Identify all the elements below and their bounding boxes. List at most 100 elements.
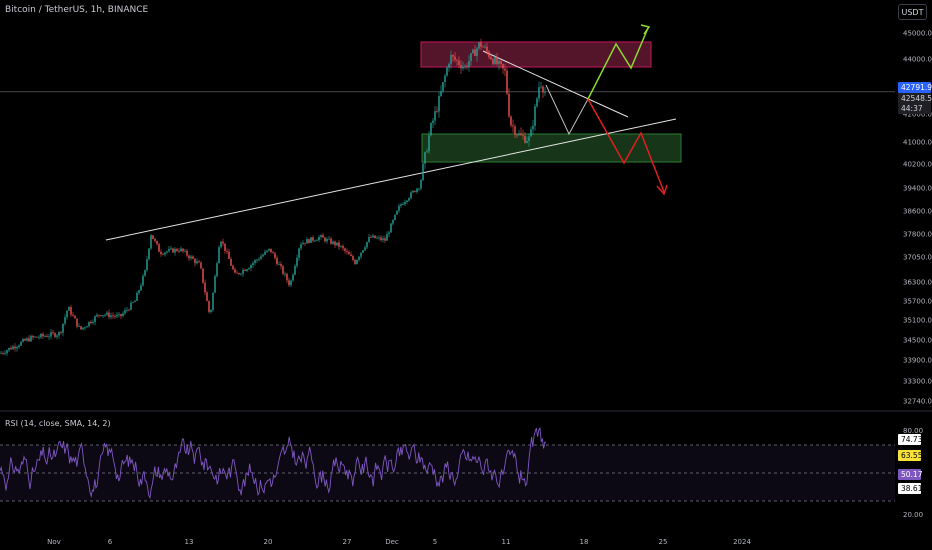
candle-body	[152, 235, 154, 239]
candle	[196, 258, 198, 265]
candle-body	[314, 240, 316, 242]
candle	[350, 251, 352, 257]
candle	[484, 43, 486, 49]
candle	[294, 264, 296, 276]
candle	[540, 81, 542, 90]
candle-body	[310, 237, 312, 243]
candle-body	[98, 314, 100, 316]
candle	[18, 344, 20, 349]
bearish-arrowhead	[656, 184, 668, 196]
candle	[410, 190, 412, 200]
candle-body	[258, 259, 260, 261]
candle-body	[192, 256, 194, 259]
candle	[110, 312, 112, 320]
candle	[332, 240, 334, 246]
candle-body	[172, 248, 174, 253]
candle-body	[466, 65, 468, 68]
candle-body	[334, 241, 336, 246]
candle	[38, 335, 40, 340]
candle-body	[158, 244, 160, 252]
candle-body	[500, 61, 502, 64]
candle	[242, 268, 244, 278]
candle-body	[356, 259, 358, 264]
candle	[80, 326, 82, 331]
candle	[48, 333, 50, 340]
price-tick-label: 36300.00	[903, 279, 932, 287]
candle-body	[296, 257, 298, 266]
rsi-tag-upper: 74.73	[898, 434, 922, 445]
candle	[128, 308, 130, 312]
candle	[292, 273, 294, 282]
time-tick-label: 27	[343, 538, 352, 546]
candle-body	[42, 333, 44, 337]
candle-body	[378, 237, 380, 239]
candle	[82, 327, 84, 331]
candle-body	[448, 64, 450, 68]
candle	[46, 333, 48, 338]
time-tick-label: 11	[502, 538, 511, 546]
candle	[16, 345, 18, 352]
candle-body	[234, 269, 236, 273]
candle-body	[92, 321, 94, 324]
candle	[24, 337, 26, 342]
candle	[482, 45, 484, 48]
candle-body	[312, 237, 314, 241]
candle	[132, 301, 134, 304]
candle	[416, 187, 418, 194]
candle	[358, 255, 360, 262]
candle-body	[532, 125, 534, 130]
candle	[364, 245, 366, 252]
candle	[408, 197, 410, 202]
candle	[496, 52, 498, 66]
candle-body	[250, 264, 252, 269]
candle-body	[270, 248, 272, 253]
candle-body	[66, 310, 68, 318]
candle-body	[504, 68, 506, 71]
candle	[124, 307, 126, 315]
candle-body	[200, 262, 202, 269]
candle-body	[434, 111, 436, 121]
candle	[396, 210, 398, 216]
candle	[198, 259, 200, 263]
candle	[376, 235, 378, 239]
candle-body	[112, 315, 114, 317]
candle	[138, 289, 140, 295]
candle-body	[456, 59, 458, 61]
candle-body	[210, 309, 212, 312]
candle	[372, 233, 374, 239]
currency-button[interactable]: USDT	[898, 4, 927, 20]
candle-body	[360, 252, 362, 257]
candle	[152, 235, 154, 240]
rsi-indicator-label[interactable]: RSI (14, close, SMA, 14, 2)	[5, 419, 111, 428]
candle	[200, 261, 202, 270]
candle-body	[246, 269, 248, 271]
candle-body	[100, 315, 102, 317]
candle	[360, 252, 362, 260]
candle	[478, 41, 480, 51]
candle-body	[14, 346, 16, 349]
candle	[76, 318, 78, 329]
candle-body	[498, 61, 500, 65]
candle-body	[136, 292, 138, 301]
candle	[252, 261, 254, 269]
candle	[230, 256, 232, 266]
candle-body	[442, 82, 444, 92]
candle	[302, 240, 304, 245]
price-tick-label: 42000.00	[903, 111, 932, 119]
candle-body	[118, 314, 120, 315]
candle-body	[232, 265, 234, 270]
candle-body	[124, 310, 126, 314]
candle-body	[294, 265, 296, 275]
candle-body	[212, 292, 214, 310]
candle	[378, 235, 380, 241]
candle-body	[320, 235, 322, 238]
candle-body	[146, 259, 148, 271]
candle	[266, 250, 268, 254]
candle-body	[544, 92, 546, 94]
candle-body	[344, 248, 346, 252]
candle	[286, 272, 288, 283]
candle	[440, 85, 442, 98]
candle	[52, 330, 54, 335]
candle-body	[126, 309, 128, 311]
